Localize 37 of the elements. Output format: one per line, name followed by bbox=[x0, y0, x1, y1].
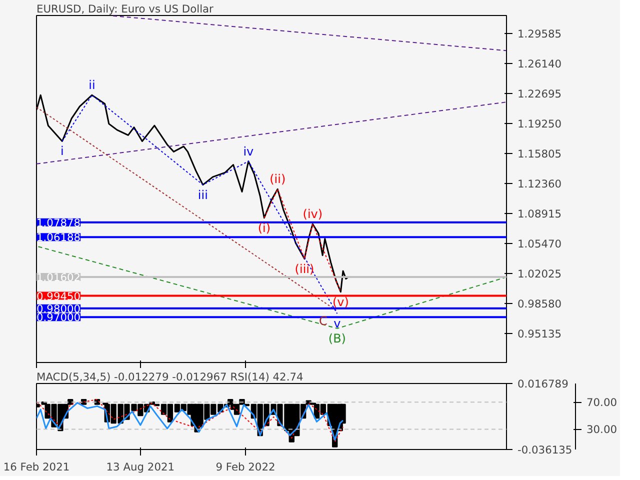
ref-line-label: 0.99450 bbox=[36, 290, 81, 303]
y-tick-label: 1.29585 bbox=[518, 27, 562, 40]
ref-line-label: 1.06188 bbox=[36, 231, 81, 244]
y-tick-label: 1.19250 bbox=[518, 117, 562, 130]
x-tick-label: 16 Feb 2021 bbox=[3, 460, 70, 474]
y-tick-label: 1.08915 bbox=[518, 207, 562, 220]
chart-title: EURUSD, Daily: Euro vs US Dollar bbox=[36, 2, 214, 16]
y2-tick-label: 30.00 bbox=[586, 423, 618, 436]
annotation: (ii) bbox=[270, 172, 286, 186]
y-tick-label: 1.02025 bbox=[518, 267, 562, 280]
y-tick-label: -0.036135 bbox=[518, 444, 572, 456]
annotation: iii bbox=[198, 188, 208, 202]
x-tick-label: 13 Aug 2021 bbox=[106, 460, 175, 474]
annotation: (iv) bbox=[302, 206, 323, 221]
chart-title: MACD(5,34,5) -0.012279 -0.012967 RSI(14) 42.74 bbox=[36, 370, 304, 384]
annotation: v bbox=[334, 316, 341, 331]
annotation: iv bbox=[243, 144, 254, 158]
annotation: C bbox=[318, 314, 328, 328]
annotation: (iii) bbox=[294, 262, 314, 276]
y-tick-label: 0.95135 bbox=[518, 327, 562, 340]
annotation: ii bbox=[88, 78, 96, 92]
x-tick-label: 9 Feb 2022 bbox=[216, 460, 276, 474]
y-tick-label: 1.22695 bbox=[518, 87, 562, 100]
annotation: (v) bbox=[332, 294, 349, 309]
ref-line-label: 0.97000 bbox=[36, 311, 81, 324]
y-tick-label: 1.05470 bbox=[518, 237, 562, 250]
y2-tick-label: 70.00 bbox=[586, 396, 618, 410]
ref-line-label: 1.07878 bbox=[36, 216, 81, 230]
y-tick-label: 0.016789 bbox=[518, 378, 569, 390]
annotation: i bbox=[60, 144, 64, 158]
y-tick-label: 1.12360 bbox=[518, 177, 562, 190]
annotation: (B) bbox=[328, 331, 346, 346]
y-tick-label: 1.15805 bbox=[518, 147, 562, 160]
ref-line-label: 1.01602 bbox=[36, 271, 81, 284]
y-tick-label: 0.98580 bbox=[518, 297, 562, 310]
annotation: (i) bbox=[258, 220, 271, 235]
y-tick-label: 1.26140 bbox=[518, 57, 562, 70]
